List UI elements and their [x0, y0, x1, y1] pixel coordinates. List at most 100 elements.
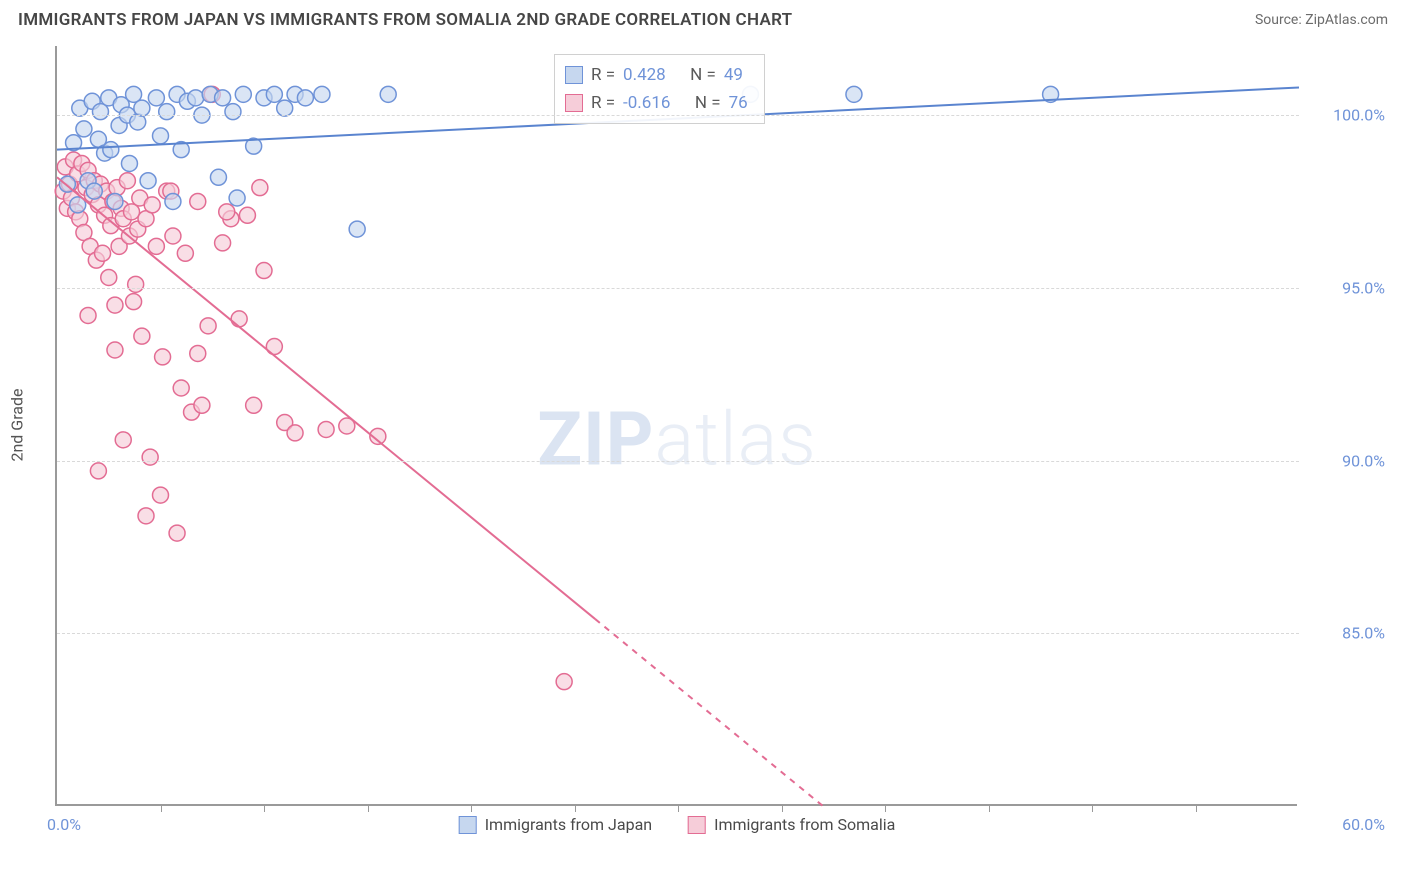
stats-row-japan: R = 0.428 N = 49 — [565, 61, 748, 89]
data-point — [246, 397, 262, 413]
data-point — [173, 380, 189, 396]
data-point — [134, 328, 150, 344]
x-axis-min-label: 0.0% — [47, 815, 81, 834]
n-value-japan: 49 — [724, 61, 743, 89]
data-point — [95, 245, 111, 261]
source-credit: Source: ZipAtlas.com — [1255, 12, 1388, 28]
data-point — [556, 674, 572, 690]
data-point — [107, 297, 123, 313]
page-title: IMMIGRANTS FROM JAPAN VS IMMIGRANTS FROM… — [18, 10, 792, 30]
x-tick — [989, 804, 990, 812]
x-tick — [1092, 804, 1093, 812]
data-point — [194, 397, 210, 413]
x-tick — [782, 804, 783, 812]
data-point — [349, 221, 365, 237]
legend-item-somalia: Immigrants from Somalia — [688, 815, 895, 834]
data-point — [297, 90, 313, 106]
data-point — [235, 86, 251, 102]
data-point — [107, 193, 123, 209]
data-point — [155, 349, 171, 365]
data-point — [252, 180, 268, 196]
data-point — [239, 207, 255, 223]
data-point — [115, 432, 131, 448]
data-point — [169, 525, 185, 541]
x-tick — [264, 804, 265, 812]
data-point — [190, 345, 206, 361]
data-point — [215, 90, 231, 106]
plot-area: ZIPatlas 2nd Grade 0.0% 60.0% R = 0.428 … — [55, 46, 1297, 806]
n-value-somalia: 76 — [729, 89, 748, 117]
x-tick — [575, 804, 576, 812]
y-tick-label: 85.0% — [1305, 624, 1385, 643]
source-label: Source: — [1255, 12, 1302, 28]
data-point — [229, 190, 245, 206]
data-point — [119, 173, 135, 189]
data-point — [80, 307, 96, 323]
data-point — [165, 228, 181, 244]
data-point — [134, 100, 150, 116]
data-point — [846, 86, 862, 102]
legend-swatch-japan — [459, 816, 477, 834]
stats-row-somalia: R = -0.616 N = 76 — [565, 89, 748, 117]
data-point — [121, 155, 137, 171]
legend-item-japan: Immigrants from Japan — [459, 815, 652, 834]
r-value-japan: 0.428 — [623, 61, 666, 89]
correlation-stats-box: R = 0.428 N = 49 R = -0.616 N = 76 — [554, 54, 765, 124]
data-point — [140, 173, 156, 189]
data-point — [138, 508, 154, 524]
x-tick — [1196, 804, 1197, 812]
data-point — [153, 128, 169, 144]
y-tick-label: 90.0% — [1305, 451, 1385, 470]
x-axis-max-label: 60.0% — [1342, 815, 1385, 834]
gridline — [57, 461, 1299, 462]
data-point — [76, 121, 92, 137]
data-point — [153, 487, 169, 503]
swatch-japan — [565, 66, 583, 84]
x-tick — [678, 804, 679, 812]
data-point — [314, 86, 330, 102]
data-point — [287, 425, 303, 441]
x-tick — [161, 804, 162, 812]
legend-label-japan: Immigrants from Japan — [485, 815, 652, 834]
y-axis-title: 2nd Grade — [8, 388, 27, 461]
regression-line — [595, 619, 823, 806]
data-point — [380, 86, 396, 102]
source-value: ZipAtlas.com — [1305, 12, 1388, 28]
data-point — [107, 342, 123, 358]
data-point — [231, 311, 247, 327]
gridline — [57, 115, 1299, 116]
data-point — [215, 235, 231, 251]
x-tick — [885, 804, 886, 812]
data-point — [148, 90, 164, 106]
y-tick-label: 95.0% — [1305, 278, 1385, 297]
scatter-svg — [57, 46, 1299, 806]
data-point — [148, 238, 164, 254]
data-point — [126, 294, 142, 310]
data-point — [219, 204, 235, 220]
data-point — [159, 104, 175, 120]
y-tick-label: 100.0% — [1305, 106, 1385, 125]
gridline — [57, 288, 1299, 289]
data-point — [103, 142, 119, 158]
regression-line — [57, 177, 595, 619]
gridline — [57, 633, 1299, 634]
data-point — [256, 263, 272, 279]
legend: Immigrants from Japan Immigrants from So… — [459, 815, 896, 834]
data-point — [318, 421, 334, 437]
data-point — [101, 269, 117, 285]
chart-container: ZIPatlas 2nd Grade 0.0% 60.0% R = 0.428 … — [55, 46, 1390, 836]
header: IMMIGRANTS FROM JAPAN VS IMMIGRANTS FROM… — [0, 0, 1406, 34]
data-point — [277, 100, 293, 116]
x-tick — [471, 804, 472, 812]
data-point — [144, 197, 160, 213]
r-value-somalia: -0.616 — [623, 89, 670, 117]
data-point — [266, 86, 282, 102]
x-tick — [368, 804, 369, 812]
data-point — [190, 193, 206, 209]
data-point — [200, 318, 216, 334]
data-point — [90, 463, 106, 479]
data-point — [165, 193, 181, 209]
data-point — [188, 90, 204, 106]
legend-label-somalia: Immigrants from Somalia — [714, 815, 895, 834]
swatch-somalia — [565, 94, 583, 112]
